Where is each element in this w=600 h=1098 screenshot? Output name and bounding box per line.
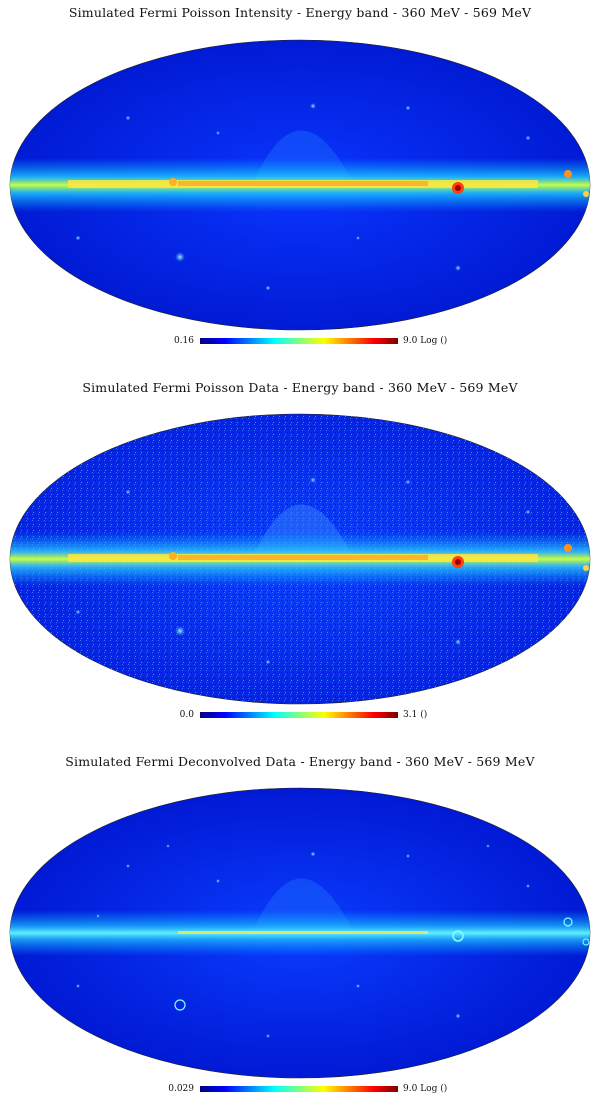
- mollweide-sky-map-intensity: [9, 39, 591, 331]
- panel-title: Simulated Fermi Deconvolved Data - Energ…: [65, 754, 535, 769]
- colorbar-max: 3.1: [403, 710, 418, 720]
- colorbar-max-label: 9.0 Log (): [403, 336, 447, 346]
- colorbar-min: 0.16: [173, 336, 194, 346]
- colorbar-min: 0.029: [168, 1084, 194, 1094]
- colorbar-max: 9.0: [403, 336, 418, 346]
- colorbar-max-label: 9.0 Log (): [403, 1084, 447, 1094]
- colorbar-gradient: [200, 712, 398, 718]
- panel-title: Simulated Fermi Poisson Data - Energy ba…: [82, 380, 518, 395]
- colorbar-gradient: [200, 1086, 398, 1092]
- mollweide-sky-map-data: [9, 413, 591, 705]
- panel-title: Simulated Fermi Poisson Intensity - Ener…: [68, 5, 532, 20]
- colorbar-min: 0.0: [179, 710, 194, 720]
- mollweide-sky-map-deconvolved: [9, 787, 591, 1079]
- colorbar-max: 9.0: [403, 1084, 418, 1094]
- colorbar-gradient: [200, 338, 398, 344]
- colorbar: 0.029 9.0 Log (): [0, 1084, 600, 1096]
- colorbar-unit: Log (): [420, 336, 448, 346]
- colorbar-unit: Log (): [420, 1084, 448, 1094]
- colorbar: 0.0 3.1 (): [0, 710, 600, 722]
- colorbar: 0.16 9.0 Log (): [0, 336, 600, 348]
- colorbar-max-label: 3.1 (): [403, 710, 427, 720]
- colorbar-unit: (): [420, 710, 428, 720]
